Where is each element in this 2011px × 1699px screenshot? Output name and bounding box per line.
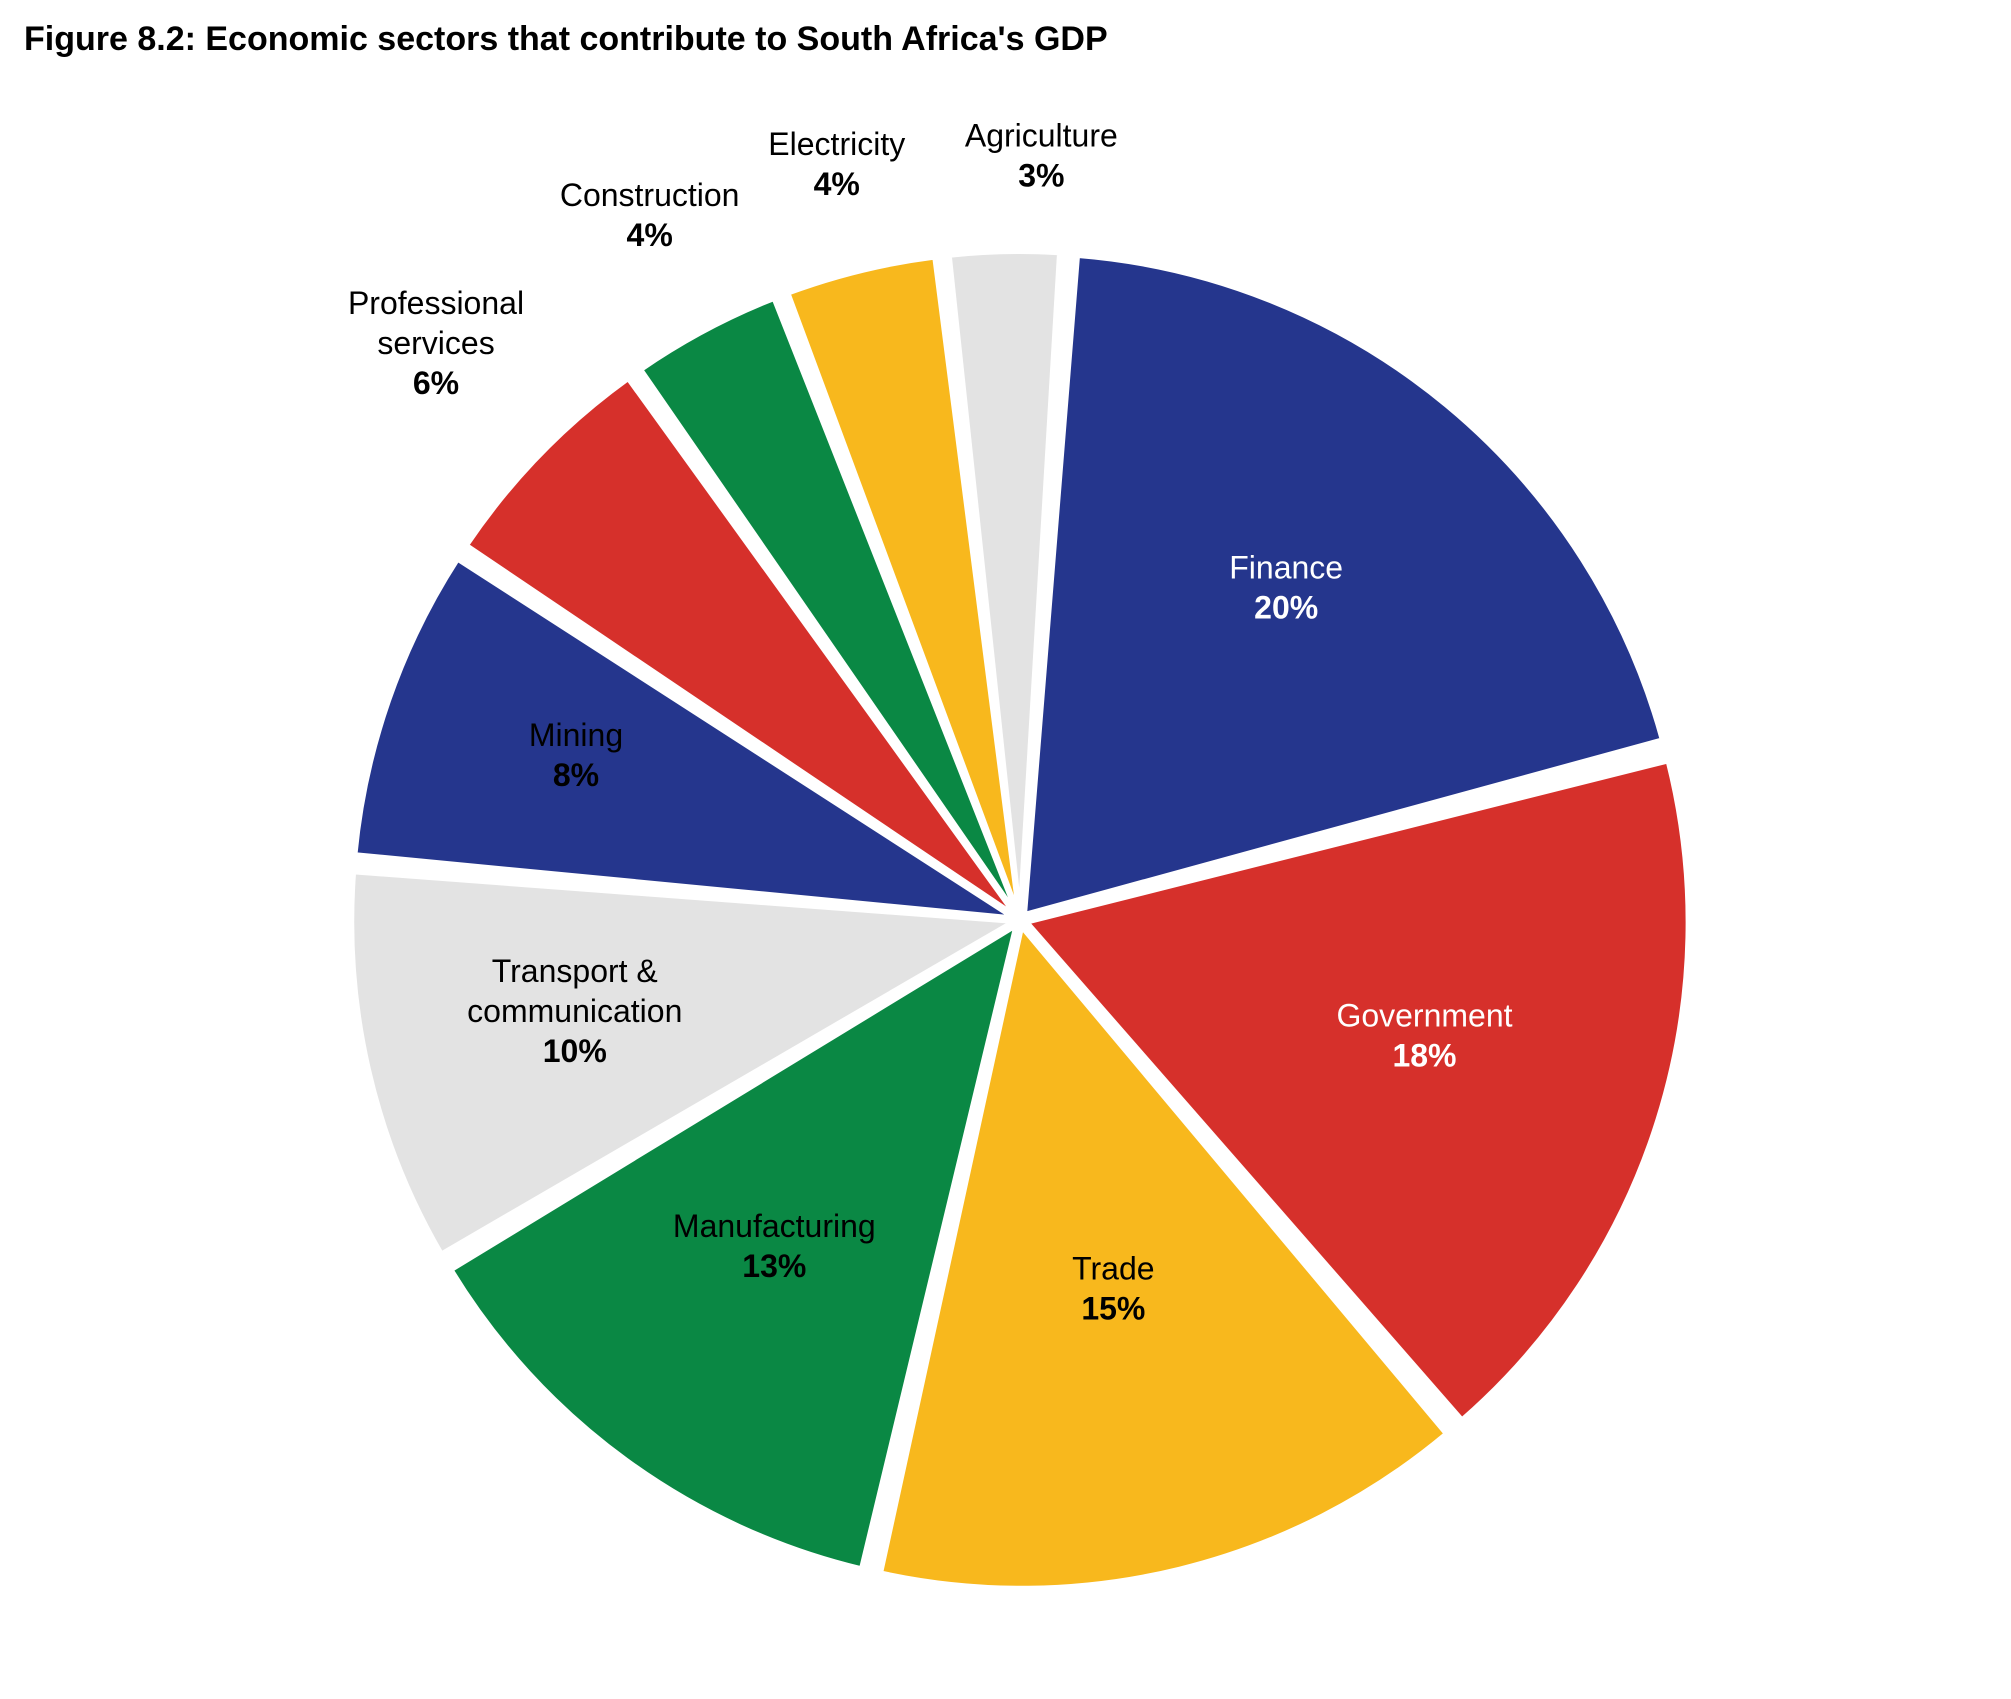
slice-label-value: 18% <box>1392 1037 1456 1073</box>
slice-label-name: Manufacturing <box>673 1208 876 1244</box>
slice-label-name: Electricity <box>768 126 905 162</box>
slice-label-name: Transport & <box>492 953 658 989</box>
figure-page: Figure 8.2: Economic sectors that contri… <box>0 0 2011 1699</box>
slice-label-name: Agriculture <box>965 118 1118 154</box>
slice-label-value: 15% <box>1081 1290 1145 1326</box>
slice-label-value: 6% <box>413 365 459 401</box>
slice-label-value: 20% <box>1254 590 1318 626</box>
slice-label-name: Trade <box>1072 1250 1154 1286</box>
pie-slice-label-external: Professional services 6% <box>348 285 524 401</box>
slice-label-name: Mining <box>529 717 623 753</box>
slice-label-name: Construction <box>560 177 740 213</box>
pie-slice-label-external: Agriculture 3% <box>965 118 1118 194</box>
figure-title: Figure 8.2: Economic sectors that contri… <box>24 20 1108 59</box>
pie-slice-label-external: Construction 4% <box>560 177 740 253</box>
slice-label-name: communication <box>467 993 682 1029</box>
slice-label-name: Professional <box>348 285 524 321</box>
slice-label-value: 10% <box>543 1033 607 1069</box>
slice-label-value: 4% <box>627 217 673 253</box>
slice-label-value: 4% <box>814 166 860 202</box>
slice-label-name: Government <box>1336 997 1512 1033</box>
slice-label-value: 3% <box>1018 158 1064 194</box>
pie-slice-label-external: Electricity 4% <box>768 126 905 202</box>
pie-chart-svg: Finance 20% Government 18% Trade 15% Manufactu… <box>0 100 2011 1680</box>
slice-label-value: 13% <box>742 1248 806 1284</box>
pie-slices <box>352 252 1687 1588</box>
pie-chart-container: Finance 20% Government 18% Trade 15% Manufactu… <box>0 100 2011 1680</box>
slice-label-name: Finance <box>1229 550 1343 586</box>
slice-label-name: services <box>377 325 494 361</box>
slice-label-value: 8% <box>553 757 599 793</box>
